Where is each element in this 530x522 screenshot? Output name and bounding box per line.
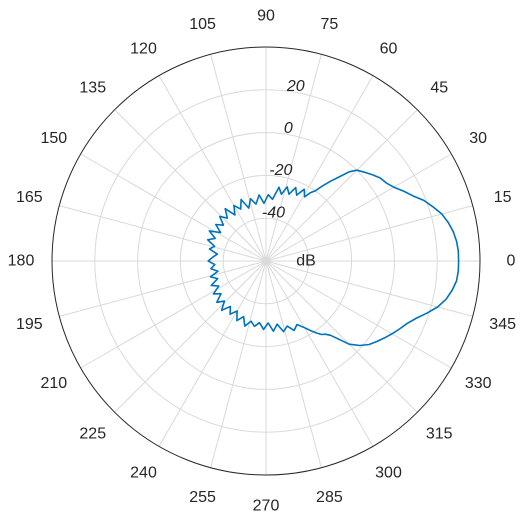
theta-gridline-165 xyxy=(59,205,267,262)
theta-gridline-60 xyxy=(265,75,374,262)
theta-tick-label-270: 270 xyxy=(253,498,280,515)
theta-tick-label-210: 210 xyxy=(40,375,67,392)
theta-tick-label-300: 300 xyxy=(375,465,402,482)
series-layer xyxy=(206,169,460,347)
theta-gridline-285 xyxy=(265,260,322,468)
r-tick-label--40: -40 xyxy=(262,204,285,221)
theta-gridline-210 xyxy=(80,260,267,369)
theta-tick-label-120: 120 xyxy=(130,40,157,57)
polar-outer-ring xyxy=(51,46,481,476)
theta-gridline-225 xyxy=(114,260,267,413)
r-gridline-20 xyxy=(94,89,438,433)
r-tick-label-0: 0 xyxy=(284,120,293,137)
theta-tick-label-285: 285 xyxy=(316,489,343,506)
theta-gridline-150 xyxy=(80,153,267,262)
theta-tick-label-225: 225 xyxy=(79,426,106,443)
r-gridline--20 xyxy=(179,174,353,348)
theta-gridline-15 xyxy=(265,205,473,262)
theta-gridline-105 xyxy=(210,54,267,262)
theta-gridline-135 xyxy=(114,109,267,262)
theta-gridline-195 xyxy=(59,260,267,317)
r-gridline--40 xyxy=(222,217,310,305)
theta-tick-label-240: 240 xyxy=(130,465,157,482)
theta-gridline-120 xyxy=(158,75,267,262)
theta-tick-label-30: 30 xyxy=(469,130,487,147)
theta-tick-label-345: 345 xyxy=(489,316,516,333)
theta-tick-label-60: 60 xyxy=(380,40,398,57)
theta-gridline-315 xyxy=(265,260,418,413)
theta-gridline-75 xyxy=(265,54,322,262)
theta-tick-label-135: 135 xyxy=(79,79,106,96)
polar-grid xyxy=(51,46,481,476)
series-line-0 xyxy=(206,169,460,347)
label-layer: 0 15 30 45 60 75 90 105 120 135 150 165 180 195 210 225… xyxy=(8,8,516,515)
theta-tick-label-15: 15 xyxy=(494,189,512,206)
theta-tick-label-105: 105 xyxy=(189,16,216,33)
theta-gridline-45 xyxy=(265,109,418,262)
theta-tick-label-75: 75 xyxy=(321,16,339,33)
r-gridline-0 xyxy=(137,132,395,390)
theta-tick-label-90: 90 xyxy=(257,8,275,25)
theta-tick-label-315: 315 xyxy=(426,426,453,443)
theta-tick-label-195: 195 xyxy=(16,316,43,333)
theta-gridline-330 xyxy=(265,260,452,369)
theta-gridline-300 xyxy=(265,260,374,447)
theta-tick-label-165: 165 xyxy=(16,189,43,206)
theta-tick-label-255: 255 xyxy=(189,489,216,506)
theta-gridline-30 xyxy=(265,153,452,262)
theta-gridline-255 xyxy=(210,260,267,468)
theta-tick-label-45: 45 xyxy=(430,79,448,96)
theta-tick-label-150: 150 xyxy=(40,130,67,147)
r-tick-label--20: -20 xyxy=(269,162,292,179)
theta-tick-label-0: 0 xyxy=(507,253,516,270)
theta-tick-label-180: 180 xyxy=(8,253,35,270)
theta-tick-label-330: 330 xyxy=(465,375,492,392)
theta-gridline-240 xyxy=(158,260,267,447)
r-tick-label-20: 20 xyxy=(286,78,305,95)
r-unit-label: dB xyxy=(296,253,316,270)
